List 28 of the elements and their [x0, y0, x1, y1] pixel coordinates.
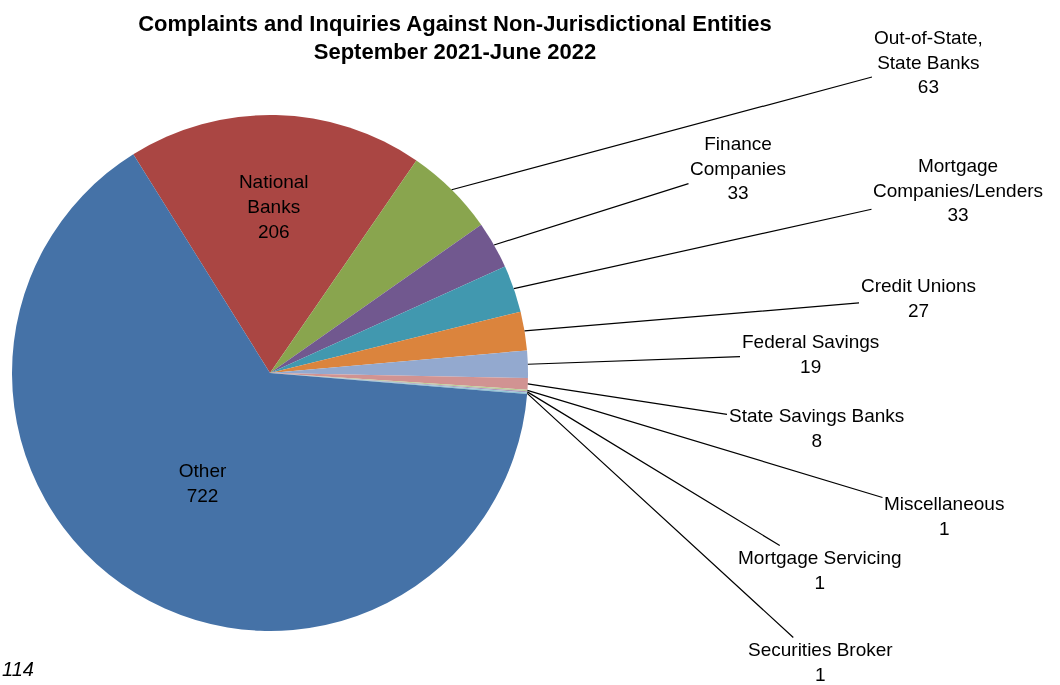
data-label: 27	[907, 299, 930, 321]
slice-label: Other	[178, 460, 227, 482]
data-label: 206	[257, 220, 290, 242]
data-label: 1	[815, 663, 826, 685]
slice-label: Finance Companies	[690, 133, 787, 179]
chart-title: Complaints and Inquiries Against Non-Jurisdictional Entities September 2021-June 2022	[138, 10, 772, 65]
slice-label: Miscellaneous	[884, 493, 1005, 514]
data-label: 33	[947, 204, 969, 226]
slice-label: Mortgage Companies/Lenders	[873, 155, 1044, 201]
slice-label: Securities Broker	[748, 639, 894, 660]
data-label: 19	[800, 355, 822, 377]
pie-slice	[270, 311, 528, 373]
pie-slice	[133, 115, 417, 373]
data-label: 33	[727, 182, 749, 204]
data-label: 63	[917, 76, 939, 98]
pie-slice	[270, 266, 521, 373]
slice-label: Out-of-State, State Banks	[874, 27, 983, 73]
data-label: 1	[814, 571, 826, 593]
slice-label: Mortgage Servicing	[738, 547, 902, 568]
text: 114	[2, 658, 34, 680]
pie-slice	[12, 154, 528, 631]
data-label: 8	[811, 429, 822, 451]
slice-label: Credit Unions	[861, 275, 977, 296]
data-label: 722	[186, 485, 219, 507]
slice-label: State Savings Banks	[729, 405, 905, 426]
slice-label: Federal Savings	[742, 331, 880, 352]
slice-label: National Banks	[238, 171, 309, 217]
data-label: 1	[938, 517, 950, 539]
